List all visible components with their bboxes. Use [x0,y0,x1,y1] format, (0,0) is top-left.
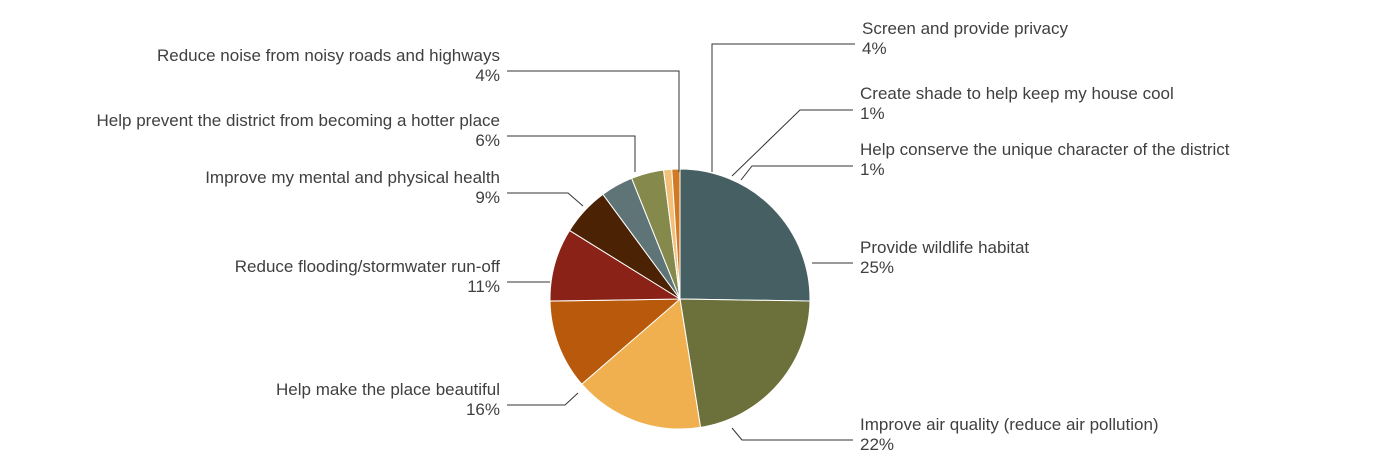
slice-value-label: 22% [860,435,894,454]
slice-value-label: 4% [475,66,500,85]
leader-line [507,192,584,207]
slice-label: Help prevent the district from becoming … [97,111,500,130]
leader-line [507,135,636,172]
slice-value-label: 16% [466,400,500,419]
pie-slice [549,298,682,385]
slice-value-label: 1% [860,160,885,179]
pie-slice [679,168,811,302]
slice-value-label: 25% [860,258,894,277]
slice-value-label: 6% [475,131,500,150]
pie-slice [671,168,681,300]
slice-value-label: 1% [860,104,885,123]
slice-label: Help conserve the unique character of th… [860,140,1230,159]
slice-label: Help make the place beautiful [276,380,500,399]
slice-label: Improve air quality (reduce air pollutio… [860,415,1159,434]
pie-slice [581,298,702,430]
leader-line [507,392,579,406]
slice-label: Improve my mental and physical health [205,168,500,187]
slice-label: Reduce noise from noisy roads and highwa… [157,46,500,65]
leader-lines [507,43,855,441]
slice-value-label: 11% [467,277,500,296]
slice-label: Provide wildlife habitat [860,238,1029,257]
slice-label: Reduce flooding/stormwater run-off [235,257,500,276]
leader-line [740,165,853,181]
pie-slice [679,298,811,428]
leader-line [711,43,855,172]
slice-value-label: 9% [475,188,500,207]
slice-value-label: 4% [862,39,887,58]
leader-line [507,70,680,172]
leader-line [731,427,853,441]
slice-label: Create shade to help keep my house cool [860,84,1174,103]
pie-slices [549,168,811,430]
leader-line [731,109,853,177]
slice-label: Screen and provide privacy [862,19,1069,38]
